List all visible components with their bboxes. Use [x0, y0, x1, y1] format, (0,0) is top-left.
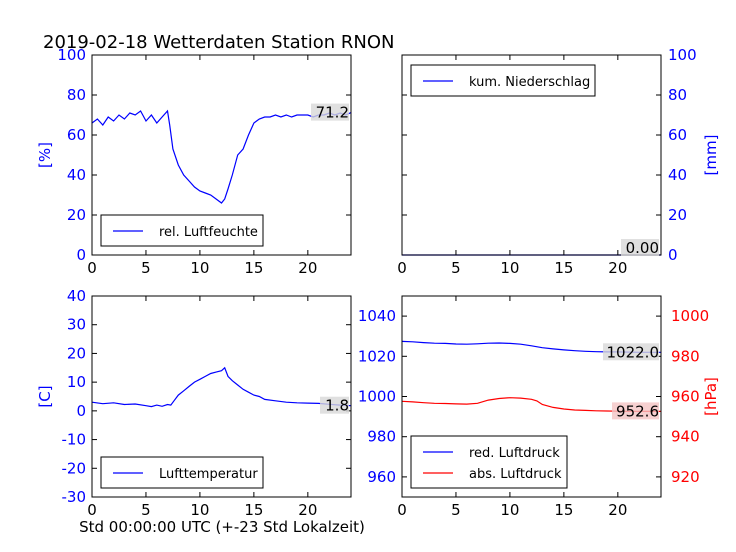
humidity-end-label: 71.2 — [316, 104, 349, 122]
figure-title: 2019-02-18 Wetterdaten Station RNON — [43, 32, 394, 53]
temperature-ytick-label: -30 — [62, 488, 87, 506]
precip-ytick-label: 20 — [668, 206, 687, 224]
pressure-y2tick-label: 1000 — [671, 307, 709, 325]
pressure-ytick-label: 1040 — [358, 307, 396, 325]
temperature-panel: 0 5 10 15 20 -30 -20 -10 0 10 20 30 40 [C] 1.8 Lufttemp… — [36, 287, 352, 519]
pressure-end-label-box — [603, 343, 659, 361]
temperature-ytick-label: -20 — [62, 459, 87, 477]
pressure-end-label: 1022.0 — [607, 343, 660, 361]
pressure-xtick-label: 15 — [554, 501, 573, 519]
pressure-legend-box — [410, 435, 568, 489]
temperature-ytick-label: 30 — [67, 316, 86, 334]
humidity-panel: 0 5 10 15 20 0 20 40 60 80 100 [%] 71.2 rel. Luftfeuc… — [36, 46, 352, 277]
temperature-xtick-label: 0 — [87, 501, 97, 519]
precip-ytick-label: 0 — [668, 246, 678, 264]
temperature-xtick-label: 20 — [298, 501, 317, 519]
pressure-end-label-box — [612, 402, 659, 420]
pressure-ytick-label: 1000 — [358, 388, 396, 406]
precip-xtick-label: 5 — [451, 259, 461, 277]
precip-ytick-label: 80 — [668, 86, 687, 104]
pressure-ytick-label: 960 — [367, 468, 396, 486]
humidity-xtick-label: 10 — [190, 259, 209, 277]
humidity-series-line-0 — [91, 109, 352, 204]
pressure-axis-label: [hPa] — [702, 377, 720, 416]
temperature-xtick-label: 5 — [141, 501, 151, 519]
temperature-ytick-label: 10 — [67, 373, 86, 391]
precip-ytick-label: 40 — [668, 166, 687, 184]
precip-xtick-label: 15 — [554, 259, 573, 277]
precip-panel: 0 5 10 15 20 0 20 40 60 80 100 [mm] 0.00 kum. Nieders… — [397, 46, 720, 277]
temperature-ytick-label: 40 — [67, 287, 86, 305]
humidity-xtick-label: 15 — [244, 259, 263, 277]
precip-ytick-label: 60 — [668, 126, 687, 144]
pressure-y2tick-label: 960 — [671, 388, 700, 406]
pressure-y2tick-label: 980 — [671, 347, 700, 365]
pressure-ytick-label: 980 — [367, 428, 396, 446]
temperature-series-line-0 — [91, 366, 352, 408]
temperature-legend-label: Lufttemperatur — [159, 467, 258, 482]
humidity-ytick-label: 40 — [67, 166, 86, 184]
temperature-end-label-box — [320, 396, 349, 414]
humidity-xtick-label: 5 — [141, 259, 151, 277]
temperature-xtick-label: 15 — [244, 501, 263, 519]
precip-end-label-box — [621, 239, 659, 256]
figure-footer: Std 00:00:00 UTC (+-23 Std Lokalzeit) — [79, 518, 365, 536]
precip-xtick-label: 0 — [397, 259, 407, 277]
humidity-ytick-label: 80 — [67, 86, 86, 104]
pressure-legend-label: abs. Luftdruck — [469, 467, 562, 482]
temperature-xtick-label: 10 — [190, 501, 209, 519]
precip-xtick-label: 10 — [500, 259, 519, 277]
pressure-xtick-label: 10 — [500, 501, 519, 519]
temperature-end-label: 1.8 — [325, 397, 349, 415]
pressure-end-label: 952.6 — [616, 402, 659, 420]
temperature-ytick-label: 20 — [67, 344, 86, 362]
pressure-legend-label: red. Luftdruck — [469, 446, 560, 461]
precip-ytick-label: 100 — [668, 46, 697, 64]
humidity-end-label-box — [311, 103, 349, 121]
humidity-ytick-label: 20 — [67, 206, 86, 224]
precip-end-label: 0.00 — [626, 239, 659, 257]
pressure-panel: 0 5 10 15 20 960 980 1000 1020 1040 920 940 960 980 10… — [358, 295, 720, 519]
temperature-ytick-label: 0 — [76, 402, 86, 420]
humidity-frame — [91, 54, 352, 256]
humidity-ytick-label: 100 — [57, 46, 86, 64]
pressure-xtick-label: 5 — [451, 501, 461, 519]
pressure-y2tick-label: 940 — [671, 428, 700, 446]
pressure-ytick-label: 1020 — [358, 347, 396, 365]
humidity-xtick-label: 0 — [87, 259, 97, 277]
temperature-ytick-label: -10 — [62, 431, 87, 449]
humidity-ytick-label: 60 — [67, 126, 86, 144]
precip-axis-label: [mm] — [702, 135, 720, 176]
humidity-axis-label: [%] — [36, 142, 54, 168]
humidity-legend-label: rel. Luftfeuchte — [159, 225, 258, 240]
temperature-frame — [91, 295, 352, 498]
pressure-y2tick-label: 920 — [671, 468, 700, 486]
pressure-xtick-label: 0 — [397, 501, 407, 519]
precip-xtick-label: 20 — [608, 259, 627, 277]
pressure-xtick-label: 20 — [608, 501, 627, 519]
precip-legend-label: kum. Niederschlag — [469, 75, 590, 90]
humidity-xtick-label: 20 — [298, 259, 317, 277]
precip-frame — [401, 54, 662, 256]
humidity-ytick-label: 0 — [76, 246, 86, 264]
temperature-axis-label: [C] — [36, 385, 54, 407]
